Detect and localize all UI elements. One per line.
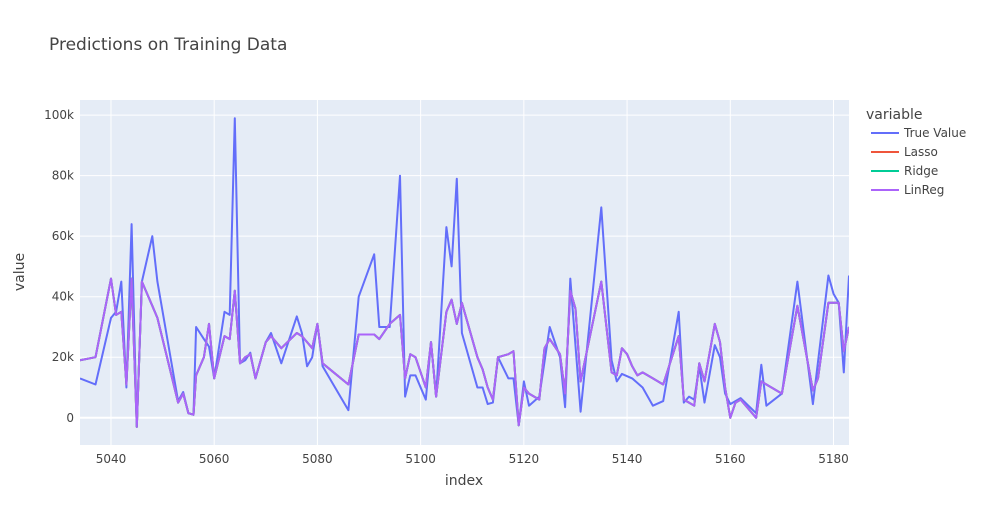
y-tick-label: 20k	[52, 350, 74, 364]
series-line-true-value[interactable]	[80, 117, 849, 428]
y-axis-title: value	[12, 253, 28, 291]
x-tick-label: 5060	[199, 452, 230, 466]
y-axis-ticks: 0 20k 40k 60k 80k 100k	[44, 108, 74, 425]
series-line-linreg[interactable]	[80, 277, 849, 428]
x-tick-label: 5180	[818, 452, 849, 466]
x-tick-label: 5140	[612, 452, 643, 466]
y-tick-label: 100k	[44, 108, 74, 122]
y-tick-label: 80k	[52, 169, 74, 183]
legend-item-lasso[interactable]: Lasso	[871, 145, 938, 159]
x-axis-ticks: 5040 5060 5080 5100 5120 5140 5160 5180	[96, 452, 849, 466]
legend-label: LinReg	[904, 183, 944, 197]
chart-title: Predictions on Training Data	[49, 35, 287, 55]
legend-title: variable	[866, 107, 922, 123]
legend-label: Lasso	[904, 145, 938, 159]
series-lines	[80, 117, 849, 428]
x-axis-title: index	[445, 473, 483, 489]
x-tick-label: 5120	[509, 452, 540, 466]
x-tick-label: 5100	[405, 452, 436, 466]
x-tick-label: 5160	[715, 452, 746, 466]
legend-label: Ridge	[904, 164, 938, 178]
legend: True Value Lasso Ridge LinReg	[871, 126, 966, 197]
x-tick-label: 5080	[302, 452, 333, 466]
y-tick-label: 60k	[52, 229, 74, 243]
legend-item-linreg[interactable]: LinReg	[871, 183, 944, 197]
grid-lines	[80, 100, 849, 445]
legend-item-ridge[interactable]: Ridge	[871, 164, 938, 178]
y-tick-label: 0	[66, 411, 74, 425]
y-tick-label: 40k	[52, 290, 74, 304]
legend-item-true-value[interactable]: True Value	[871, 126, 966, 140]
plot-area[interactable]	[80, 100, 849, 445]
legend-label: True Value	[903, 126, 966, 140]
x-tick-label: 5040	[96, 452, 127, 466]
